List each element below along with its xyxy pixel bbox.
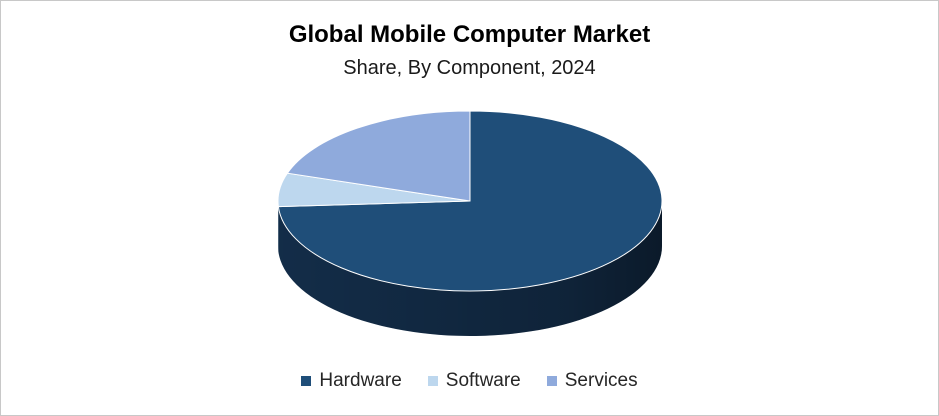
- legend-label: Software: [445, 370, 521, 391]
- legend-swatch: [546, 376, 557, 386]
- pie-sides: [278, 201, 662, 337]
- pie-top: [277, 110, 663, 292]
- legend-item-hardware[interactable]: Hardware: [301, 370, 402, 392]
- legend-item-services[interactable]: Services: [546, 370, 638, 392]
- legend-label: Services: [564, 370, 638, 391]
- legend-label: Hardware: [319, 370, 402, 391]
- legend-swatch: [427, 376, 438, 386]
- legend-item-software[interactable]: Software: [427, 370, 521, 392]
- chart-subtitle: Share, By Component, 2024: [343, 57, 596, 79]
- chart-legend: Hardware Software Services: [1, 370, 938, 392]
- chart-title: Global Mobile Computer Market: [288, 21, 651, 48]
- legend-swatch: [301, 376, 312, 386]
- pie-slice-services[interactable]: [286, 110, 471, 202]
- pie-side-shade: [278, 201, 662, 337]
